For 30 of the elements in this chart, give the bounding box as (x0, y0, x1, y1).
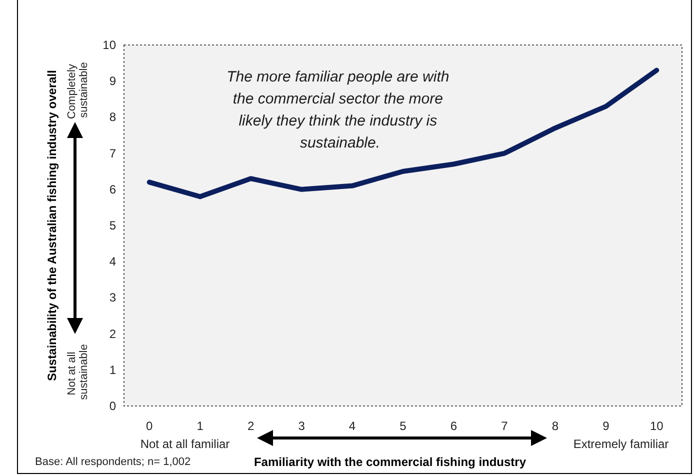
x-tick-label: 5 (400, 419, 407, 433)
y-tick-label: 6 (109, 182, 116, 196)
text: Not at all familiar (140, 437, 230, 451)
y-tick-label: 5 (109, 218, 116, 232)
x-tick-label: 7 (501, 419, 508, 433)
x-tick-label: 9 (602, 419, 610, 433)
y-tick-label: 2 (109, 326, 116, 341)
x-tick-label: 4 (348, 419, 356, 433)
y-tick-label: 1 (109, 362, 116, 377)
y-tick-label: 4 (109, 254, 116, 269)
text: Base: All respondents; n= 1,002 (35, 456, 191, 468)
annotation: The more familiar people are with the commercial sector the more likely they think the industry is sustainable. (226, 68, 454, 152)
x-tick-label: 0 (146, 419, 154, 433)
y-tick-label: 0 (109, 399, 116, 413)
x-tick-label: 2 (247, 419, 254, 433)
x-tick-label: 6 (450, 419, 458, 433)
y-tick-label: 3 (109, 290, 116, 305)
x-tick-label: 8 (552, 419, 559, 433)
text: Completely sustainable (66, 60, 90, 120)
x-axis-title: Familiarity with the commercial fishing industry (254, 455, 526, 469)
y-tick-label: 8 (109, 110, 116, 124)
x-tick-label: 1 (196, 419, 204, 433)
x-tick-label: 10 (650, 419, 664, 433)
y-axis-title: Sustainability of the Australian fishing industry overall (45, 70, 59, 381)
y-tick-label: 10 (102, 38, 116, 52)
text: Extremely familiar (573, 437, 669, 451)
text: Not at all sustainable (66, 344, 90, 400)
x-tick-label: 3 (298, 419, 306, 433)
y-tick-label: 7 (109, 146, 116, 160)
y-tick-label: 9 (109, 74, 116, 88)
